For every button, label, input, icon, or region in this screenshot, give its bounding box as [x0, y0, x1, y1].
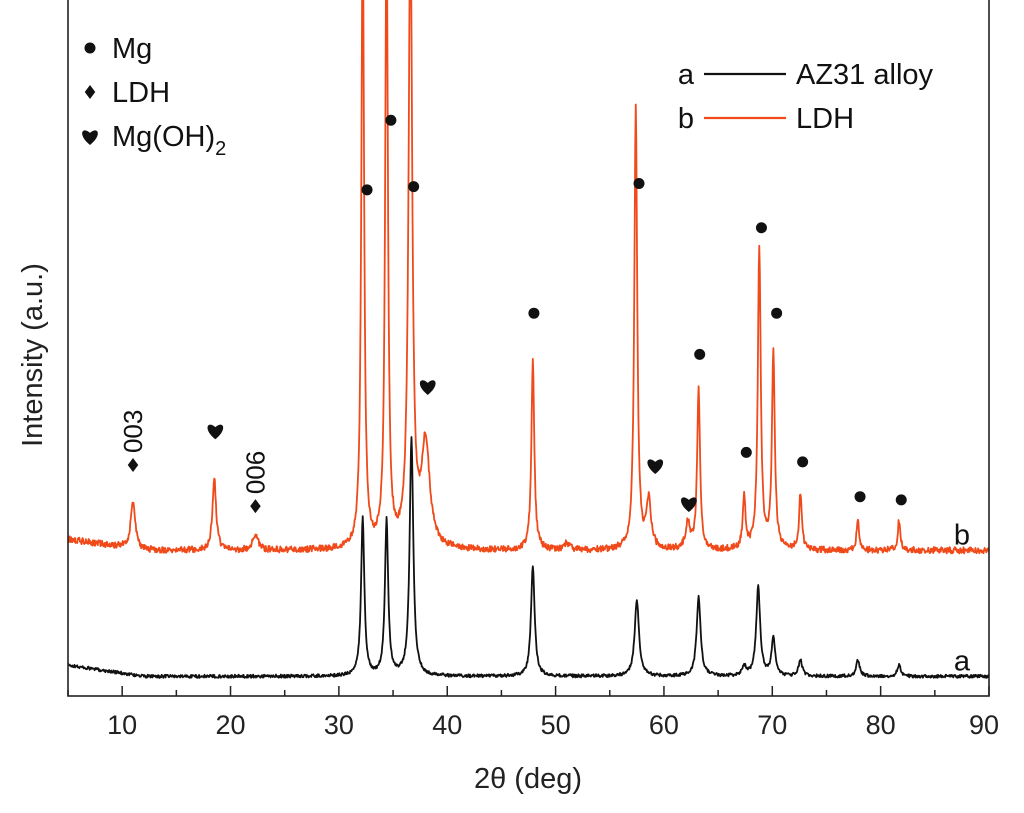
- x-tick-label: 80: [866, 710, 896, 740]
- x-tick-label: 40: [432, 710, 462, 740]
- series-legend: a AZ31 alloy b LDH: [678, 59, 934, 135]
- x-tick-label: 20: [216, 710, 246, 740]
- mg-circle-marker: [854, 491, 866, 503]
- x-axis: 10 20 30 40 50 60 70 80 90: [67, 686, 999, 740]
- y-axis-title: Intensity (a.u.): [17, 263, 49, 447]
- ldh-diamond-marker: [127, 458, 139, 473]
- x-tick-label: 70: [757, 710, 787, 740]
- plot-frame: [67, 0, 990, 697]
- mgoh2-heart-marker: [419, 380, 436, 395]
- mg-circle-marker: [740, 446, 752, 458]
- ldh-reflection-label: 003: [118, 410, 148, 453]
- mgoh2-heart-marker: [207, 424, 224, 440]
- mgoh2-heart-marker: [82, 130, 98, 145]
- mg-circle-marker: [797, 456, 809, 468]
- mgoh2-heart-marker: [681, 497, 697, 513]
- curve-label-a: a: [954, 645, 971, 677]
- peak-markers: 003 006: [118, 114, 907, 514]
- marker-legend-label: Mg(OH)2: [112, 121, 226, 160]
- ldh-diamond-marker: [84, 85, 96, 99]
- legend-key: a: [678, 59, 695, 91]
- mg-circle-marker: [528, 307, 540, 319]
- mg-circle-marker: [694, 348, 706, 360]
- curve-label-b: b: [954, 519, 970, 551]
- mg-circle-marker: [633, 177, 645, 189]
- mg-circle-marker: [895, 494, 907, 506]
- series-b-line: [68, 0, 989, 555]
- mg-circle-marker: [771, 307, 783, 319]
- mg-circle-marker: [385, 114, 397, 126]
- ldh-diamond-marker: [250, 499, 261, 514]
- mgoh2-heart-marker: [647, 459, 664, 475]
- mg-circle-marker: [755, 222, 767, 234]
- series-a-line: [68, 436, 989, 679]
- x-tick-label: 90: [969, 710, 999, 740]
- marker-legend-label: LDH: [112, 77, 170, 109]
- marker-legend: Mg LDH Mg(OH)2: [82, 33, 226, 160]
- x-tick-label: 60: [649, 710, 679, 740]
- mg-circle-marker: [84, 42, 96, 54]
- mg-circle-marker: [361, 184, 373, 196]
- legend-label: LDH: [796, 103, 854, 135]
- marker-legend-label: Mg: [112, 33, 152, 65]
- x-tick-label: 50: [541, 710, 571, 740]
- x-tick-label: 30: [324, 710, 354, 740]
- x-tick-label: 10: [107, 710, 137, 740]
- mg-circle-marker: [408, 181, 420, 193]
- legend-key: b: [678, 103, 694, 135]
- x-axis-title: 2θ (deg): [474, 763, 582, 795]
- legend-label: AZ31 alloy: [796, 59, 934, 91]
- ldh-reflection-label: 006: [240, 451, 270, 494]
